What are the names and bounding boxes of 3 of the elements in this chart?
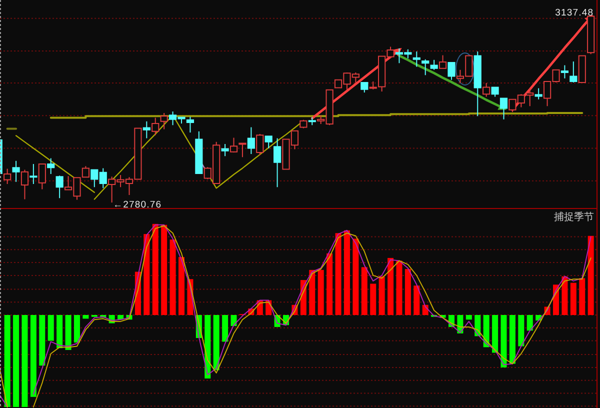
chart-title: 捕捉季节	[554, 211, 594, 223]
annotation: ←2780.76	[113, 199, 162, 210]
annotation: 3137.48	[555, 7, 594, 18]
